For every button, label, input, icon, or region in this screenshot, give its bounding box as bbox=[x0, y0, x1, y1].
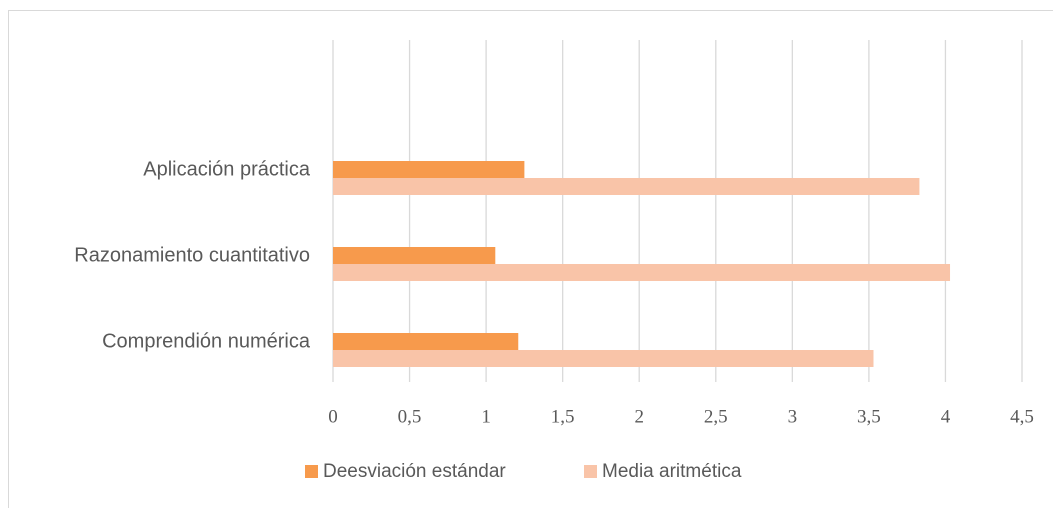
bar bbox=[333, 350, 874, 367]
x-tick-label: 0,5 bbox=[398, 406, 422, 427]
y-tick-label: Aplicación práctica bbox=[143, 158, 311, 180]
legend-swatch bbox=[305, 465, 318, 478]
x-tick-label: 4,5 bbox=[1010, 406, 1034, 427]
y-tick-label: Comprendión numérica bbox=[102, 330, 311, 352]
legend-swatch bbox=[584, 465, 597, 478]
legend-label: Deesviación estándar bbox=[323, 461, 506, 482]
x-tick-label: 1 bbox=[481, 406, 491, 427]
y-tick-label: Razonamiento cuantitativo bbox=[74, 244, 310, 266]
bar bbox=[333, 247, 496, 264]
x-tick-label: 3 bbox=[788, 406, 798, 427]
bar bbox=[333, 178, 920, 195]
bar bbox=[333, 161, 525, 178]
x-tick-label: 3,5 bbox=[857, 406, 881, 427]
chart-border bbox=[8, 10, 1053, 508]
bar bbox=[333, 333, 519, 350]
x-tick-label: 4 bbox=[941, 406, 951, 427]
x-tick-label: 0 bbox=[328, 406, 338, 427]
x-tick-label: 2 bbox=[634, 406, 644, 427]
legend-label: Media aritmética bbox=[602, 461, 742, 482]
x-tick-label: 1,5 bbox=[551, 406, 575, 427]
x-tick-label: 2,5 bbox=[704, 406, 728, 427]
bar bbox=[333, 264, 951, 281]
